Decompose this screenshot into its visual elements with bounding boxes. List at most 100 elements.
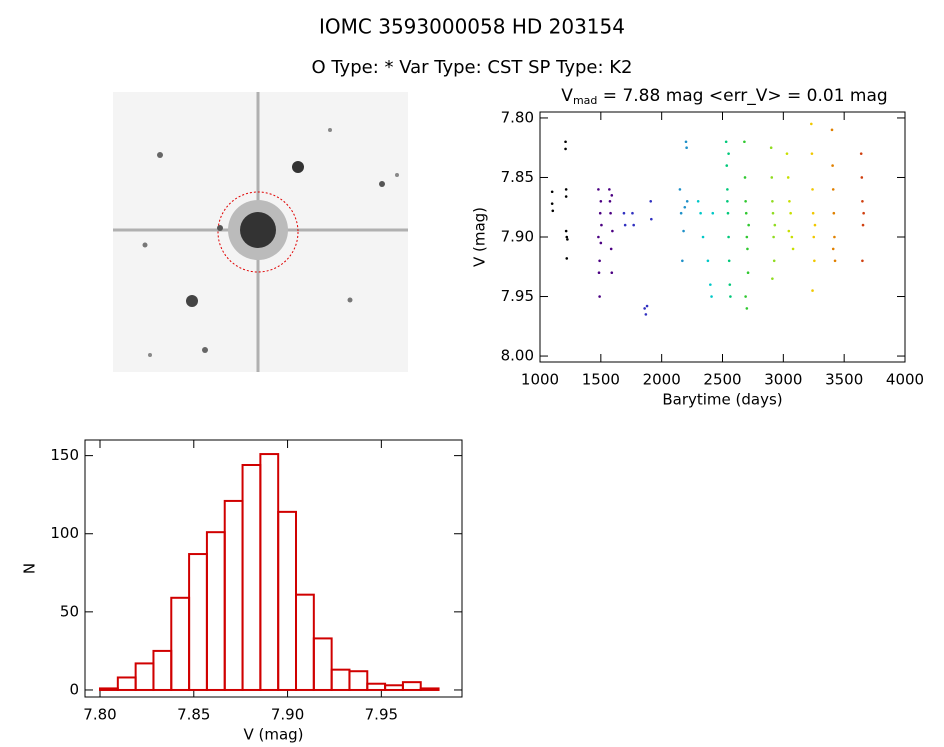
title-part: V	[561, 86, 573, 106]
data-point	[566, 238, 569, 241]
data-point	[551, 209, 555, 213]
data-point	[743, 140, 746, 144]
star	[328, 128, 332, 132]
data-point	[709, 283, 712, 286]
data-point	[598, 211, 602, 215]
data-point	[622, 211, 626, 215]
data-point	[726, 211, 730, 215]
data-point	[711, 211, 715, 215]
data-point	[831, 164, 834, 167]
star	[379, 181, 385, 187]
x-tick-label: 7.80	[83, 706, 116, 724]
data-point	[565, 235, 569, 239]
data-point	[597, 271, 601, 275]
aperture-circle	[217, 191, 299, 273]
x-tick-label: 7.95	[365, 706, 398, 724]
data-point	[860, 176, 864, 179]
data-point	[681, 259, 684, 263]
x-axis-label: V (mag)	[243, 726, 303, 744]
data-point	[773, 223, 777, 227]
y-tick-label: 7.80	[501, 108, 534, 126]
title-subscript: mad	[573, 94, 597, 107]
figure-title: IOMC 3593000058 HD 203154	[319, 15, 625, 39]
data-point	[632, 223, 635, 227]
data-point	[747, 223, 750, 227]
x-tick-label: 1500	[582, 371, 620, 389]
data-point	[684, 140, 688, 144]
data-point	[608, 199, 612, 203]
data-point	[743, 176, 747, 179]
data-point	[785, 152, 789, 155]
x-axis-label: Barytime (days)	[662, 391, 782, 409]
y-axis-label: V (mag)	[471, 207, 489, 267]
data-point	[597, 188, 600, 191]
data-point	[811, 211, 815, 215]
data-point	[833, 235, 836, 239]
data-point	[643, 307, 646, 310]
y-tick-label: 0	[69, 680, 79, 698]
star	[202, 347, 208, 353]
data-point	[610, 271, 614, 275]
data-point	[744, 295, 747, 298]
data-point	[813, 259, 816, 263]
data-point	[727, 259, 731, 263]
data-point	[701, 235, 705, 239]
data-point	[790, 235, 794, 239]
star	[157, 152, 163, 158]
data-point	[598, 259, 601, 263]
data-point	[631, 211, 634, 215]
data-point	[623, 223, 627, 227]
data-point	[564, 188, 568, 191]
data-point	[726, 199, 729, 203]
data-point	[683, 205, 687, 209]
data-point	[611, 229, 614, 233]
x-tick-label: 2500	[703, 371, 741, 389]
data-point	[728, 283, 732, 286]
y-axis-label: N	[21, 563, 39, 574]
chart-title: Vmad = 7.88 mag <err_V> = 0.01 mag	[561, 86, 887, 107]
histogram-bar	[419, 687, 440, 691]
data-point	[789, 211, 792, 215]
data-point	[564, 195, 568, 198]
data-point	[859, 152, 863, 155]
data-point	[685, 146, 688, 150]
data-point	[772, 235, 775, 239]
data-point	[771, 277, 774, 280]
data-point	[769, 146, 773, 150]
data-point	[745, 307, 749, 310]
data-point	[811, 289, 814, 292]
data-point	[600, 223, 603, 227]
star	[395, 173, 399, 177]
data-point	[710, 295, 713, 298]
data-point	[678, 188, 682, 191]
star	[142, 242, 148, 248]
data-point	[727, 235, 730, 239]
data-point	[771, 199, 774, 203]
data-point	[598, 295, 601, 298]
data-point	[564, 140, 567, 144]
data-point	[682, 229, 685, 233]
data-point	[746, 271, 750, 275]
histogram-bar	[348, 670, 369, 691]
data-point	[861, 223, 865, 227]
data-point	[745, 235, 749, 239]
data-point	[810, 152, 814, 155]
star	[217, 225, 223, 231]
data-point	[706, 259, 710, 263]
star	[292, 161, 304, 173]
data-point	[608, 188, 611, 191]
target-star	[240, 212, 276, 248]
data-point	[862, 211, 865, 215]
data-point	[597, 235, 600, 239]
data-point	[565, 257, 569, 260]
data-point	[813, 223, 817, 227]
data-point	[609, 211, 612, 215]
data-point	[787, 229, 791, 233]
data-point	[726, 188, 729, 191]
star-field-image	[113, 92, 408, 372]
y-tick-label: 7.90	[501, 228, 534, 246]
data-point	[831, 188, 835, 191]
x-tick-label: 3000	[764, 371, 802, 389]
data-point	[791, 247, 795, 251]
